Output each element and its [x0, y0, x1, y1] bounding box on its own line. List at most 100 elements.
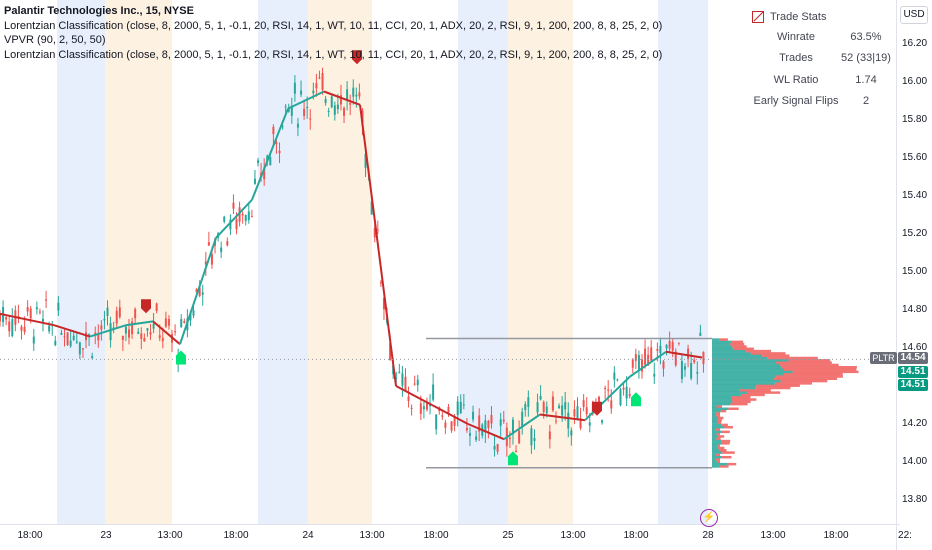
vp-bar-down: [788, 359, 831, 362]
vp-bar-up: [712, 359, 789, 362]
currency-button[interactable]: USD: [900, 6, 928, 24]
price-tick-label: 15.00: [902, 266, 928, 277]
vp-bar-down: [720, 409, 727, 413]
candle-body: [604, 387, 607, 389]
candle-body: [263, 167, 266, 180]
session-band: [508, 0, 573, 524]
vp-bar-up: [712, 391, 747, 394]
vp-bar-up: [712, 354, 763, 357]
kernel-line-segment: [629, 350, 667, 378]
candle-body: [8, 321, 11, 332]
candle-body: [625, 386, 628, 399]
candle-body: [702, 352, 705, 364]
indicator-label[interactable]: Lorentzian Classification (close, 8, 200…: [4, 19, 663, 32]
candle-body: [134, 309, 137, 319]
vp-bar-up: [712, 398, 732, 401]
candle-body: [287, 109, 290, 112]
vp-bar-down: [721, 442, 730, 445]
candle-body: [247, 211, 250, 221]
stats-label: Trades: [779, 52, 813, 65]
vp-bar-up: [712, 393, 742, 397]
candle-body: [140, 333, 143, 339]
vp-bar-down: [716, 437, 721, 441]
vp-bar-up: [712, 400, 733, 404]
vp-bar-up: [712, 430, 722, 434]
kernel-line-segment: [539, 413, 586, 422]
symbol-title[interactable]: Palantir Technologies Inc., 15, NYSE: [4, 5, 194, 17]
candle-body: [419, 403, 422, 414]
candle-body: [94, 332, 97, 334]
time-scale-border: [0, 524, 900, 525]
vp-bar-up: [712, 340, 732, 344]
vp-bar-down: [717, 444, 720, 447]
candle-body: [38, 311, 41, 313]
candle-body: [379, 282, 382, 284]
candle-body: [180, 319, 183, 327]
vp-bar-up: [712, 356, 768, 360]
candle-body: [333, 105, 336, 115]
checkbox-icon[interactable]: [752, 11, 764, 23]
vp-bar-down: [784, 368, 857, 371]
time-tick-label: 25: [502, 530, 514, 541]
candle-body: [659, 345, 662, 354]
candle-body: [564, 402, 567, 410]
candle-body: [63, 336, 66, 338]
candle-body: [327, 110, 330, 112]
lightning-icon[interactable]: ⚡: [700, 509, 718, 527]
candle-body: [152, 323, 155, 329]
candle-body: [472, 411, 475, 420]
vp-bar-up: [712, 439, 722, 443]
stats-label: Early Signal Flips: [753, 95, 839, 108]
candle-body: [432, 384, 435, 400]
candle-body: [539, 396, 542, 400]
candle-body: [226, 241, 229, 246]
kernel-line-segment: [359, 104, 397, 387]
vp-bar-down: [716, 405, 722, 408]
trade-stats-header[interactable]: Trade Stats: [752, 8, 892, 26]
stats-value: 2: [862, 95, 870, 108]
candle-body: [0, 312, 1, 322]
candle-body: [554, 420, 557, 422]
vp-bar-down: [719, 465, 729, 468]
vp-bar-up: [712, 412, 716, 415]
candle-body: [235, 219, 238, 230]
stats-value: 52 (33|19): [841, 52, 891, 65]
kernel-line-segment: [251, 108, 289, 201]
vp-bar-down: [718, 435, 725, 438]
candle-body: [167, 318, 170, 326]
vp-bar-down: [775, 375, 843, 378]
vp-bar-up: [712, 349, 746, 353]
time-tick-label: 22:: [898, 530, 912, 541]
vp-bar-up: [712, 465, 720, 468]
candle-body: [330, 96, 333, 108]
candle-body: [398, 371, 401, 373]
price-tick-label: 15.60: [902, 152, 928, 163]
last-price-tag: 14.54: [898, 352, 928, 364]
candle-body: [131, 321, 134, 335]
buy-signal-marker: [508, 451, 518, 466]
candle-body: [220, 247, 223, 253]
candle-body: [149, 332, 152, 335]
candle-body: [146, 328, 149, 331]
indicator-label[interactable]: Lorentzian Classification (close, 8, 200…: [4, 48, 663, 61]
vp-bar-down: [716, 460, 720, 464]
candle-body: [300, 90, 303, 95]
vp-bar-up: [712, 389, 740, 392]
candle-body: [548, 431, 551, 440]
candle-body: [573, 409, 576, 417]
price-tick-label: 15.80: [902, 114, 928, 125]
candle-body: [582, 400, 585, 408]
indicator-label[interactable]: VPVR (90, 2, 50, 50): [4, 34, 106, 46]
candle-body: [75, 341, 78, 343]
candle-body: [607, 389, 610, 391]
candle-body: [373, 227, 376, 238]
candle-body: [450, 421, 453, 431]
vp-bar-up: [712, 395, 732, 399]
candle-body: [674, 351, 677, 366]
candle-body: [161, 338, 164, 342]
price-scale-border: [896, 0, 897, 550]
candle-body: [561, 405, 564, 416]
candle-body: [275, 142, 278, 145]
